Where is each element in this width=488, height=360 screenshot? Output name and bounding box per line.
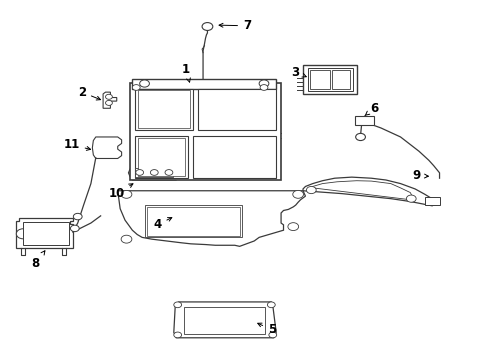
Text: 8: 8 bbox=[31, 251, 45, 270]
Bar bbox=[147, 207, 239, 235]
Circle shape bbox=[70, 225, 79, 231]
Bar bbox=[132, 78, 276, 89]
Text: 7: 7 bbox=[219, 19, 251, 32]
Circle shape bbox=[267, 302, 275, 308]
Polygon shape bbox=[303, 177, 435, 206]
Polygon shape bbox=[128, 166, 178, 180]
Text: 2: 2 bbox=[78, 86, 100, 100]
Bar bbox=[198, 89, 276, 130]
Bar bbox=[331, 70, 349, 89]
Circle shape bbox=[140, 80, 149, 87]
Polygon shape bbox=[173, 302, 276, 338]
Bar bbox=[138, 90, 189, 128]
Circle shape bbox=[16, 229, 30, 239]
Bar bbox=[135, 136, 188, 178]
Circle shape bbox=[121, 190, 132, 198]
Bar bbox=[354, 116, 373, 126]
Polygon shape bbox=[16, 218, 73, 248]
Circle shape bbox=[287, 223, 298, 230]
Bar bbox=[193, 136, 276, 178]
Bar bbox=[130, 83, 281, 180]
Circle shape bbox=[150, 170, 158, 175]
Bar bbox=[22, 222, 69, 245]
Circle shape bbox=[121, 235, 132, 243]
Bar bbox=[135, 89, 193, 130]
Circle shape bbox=[105, 94, 112, 99]
Circle shape bbox=[173, 332, 181, 338]
Text: 10: 10 bbox=[108, 184, 133, 200]
Circle shape bbox=[73, 213, 82, 220]
Polygon shape bbox=[92, 137, 122, 158]
Circle shape bbox=[260, 85, 267, 90]
Text: 5: 5 bbox=[257, 323, 276, 336]
Circle shape bbox=[105, 100, 112, 105]
Text: 11: 11 bbox=[63, 138, 90, 151]
Text: 3: 3 bbox=[291, 66, 305, 79]
Circle shape bbox=[292, 190, 303, 198]
Circle shape bbox=[355, 134, 365, 140]
Circle shape bbox=[173, 302, 181, 308]
Circle shape bbox=[164, 170, 172, 175]
Polygon shape bbox=[103, 92, 117, 108]
Circle shape bbox=[268, 332, 276, 338]
Bar bbox=[183, 307, 265, 334]
Circle shape bbox=[306, 186, 316, 194]
Text: 4: 4 bbox=[153, 217, 171, 231]
Circle shape bbox=[406, 195, 415, 202]
Circle shape bbox=[136, 170, 143, 175]
Bar bbox=[310, 70, 329, 89]
Polygon shape bbox=[118, 191, 305, 246]
Circle shape bbox=[259, 80, 268, 87]
Text: 1: 1 bbox=[182, 63, 190, 82]
Bar bbox=[307, 68, 352, 91]
Circle shape bbox=[132, 85, 140, 90]
Bar bbox=[135, 168, 172, 177]
Bar bbox=[303, 65, 356, 94]
Text: 6: 6 bbox=[364, 102, 377, 116]
Bar bbox=[144, 205, 242, 237]
Text: 9: 9 bbox=[412, 169, 427, 182]
Bar bbox=[424, 197, 439, 205]
Bar bbox=[138, 138, 184, 176]
Circle shape bbox=[202, 23, 212, 31]
